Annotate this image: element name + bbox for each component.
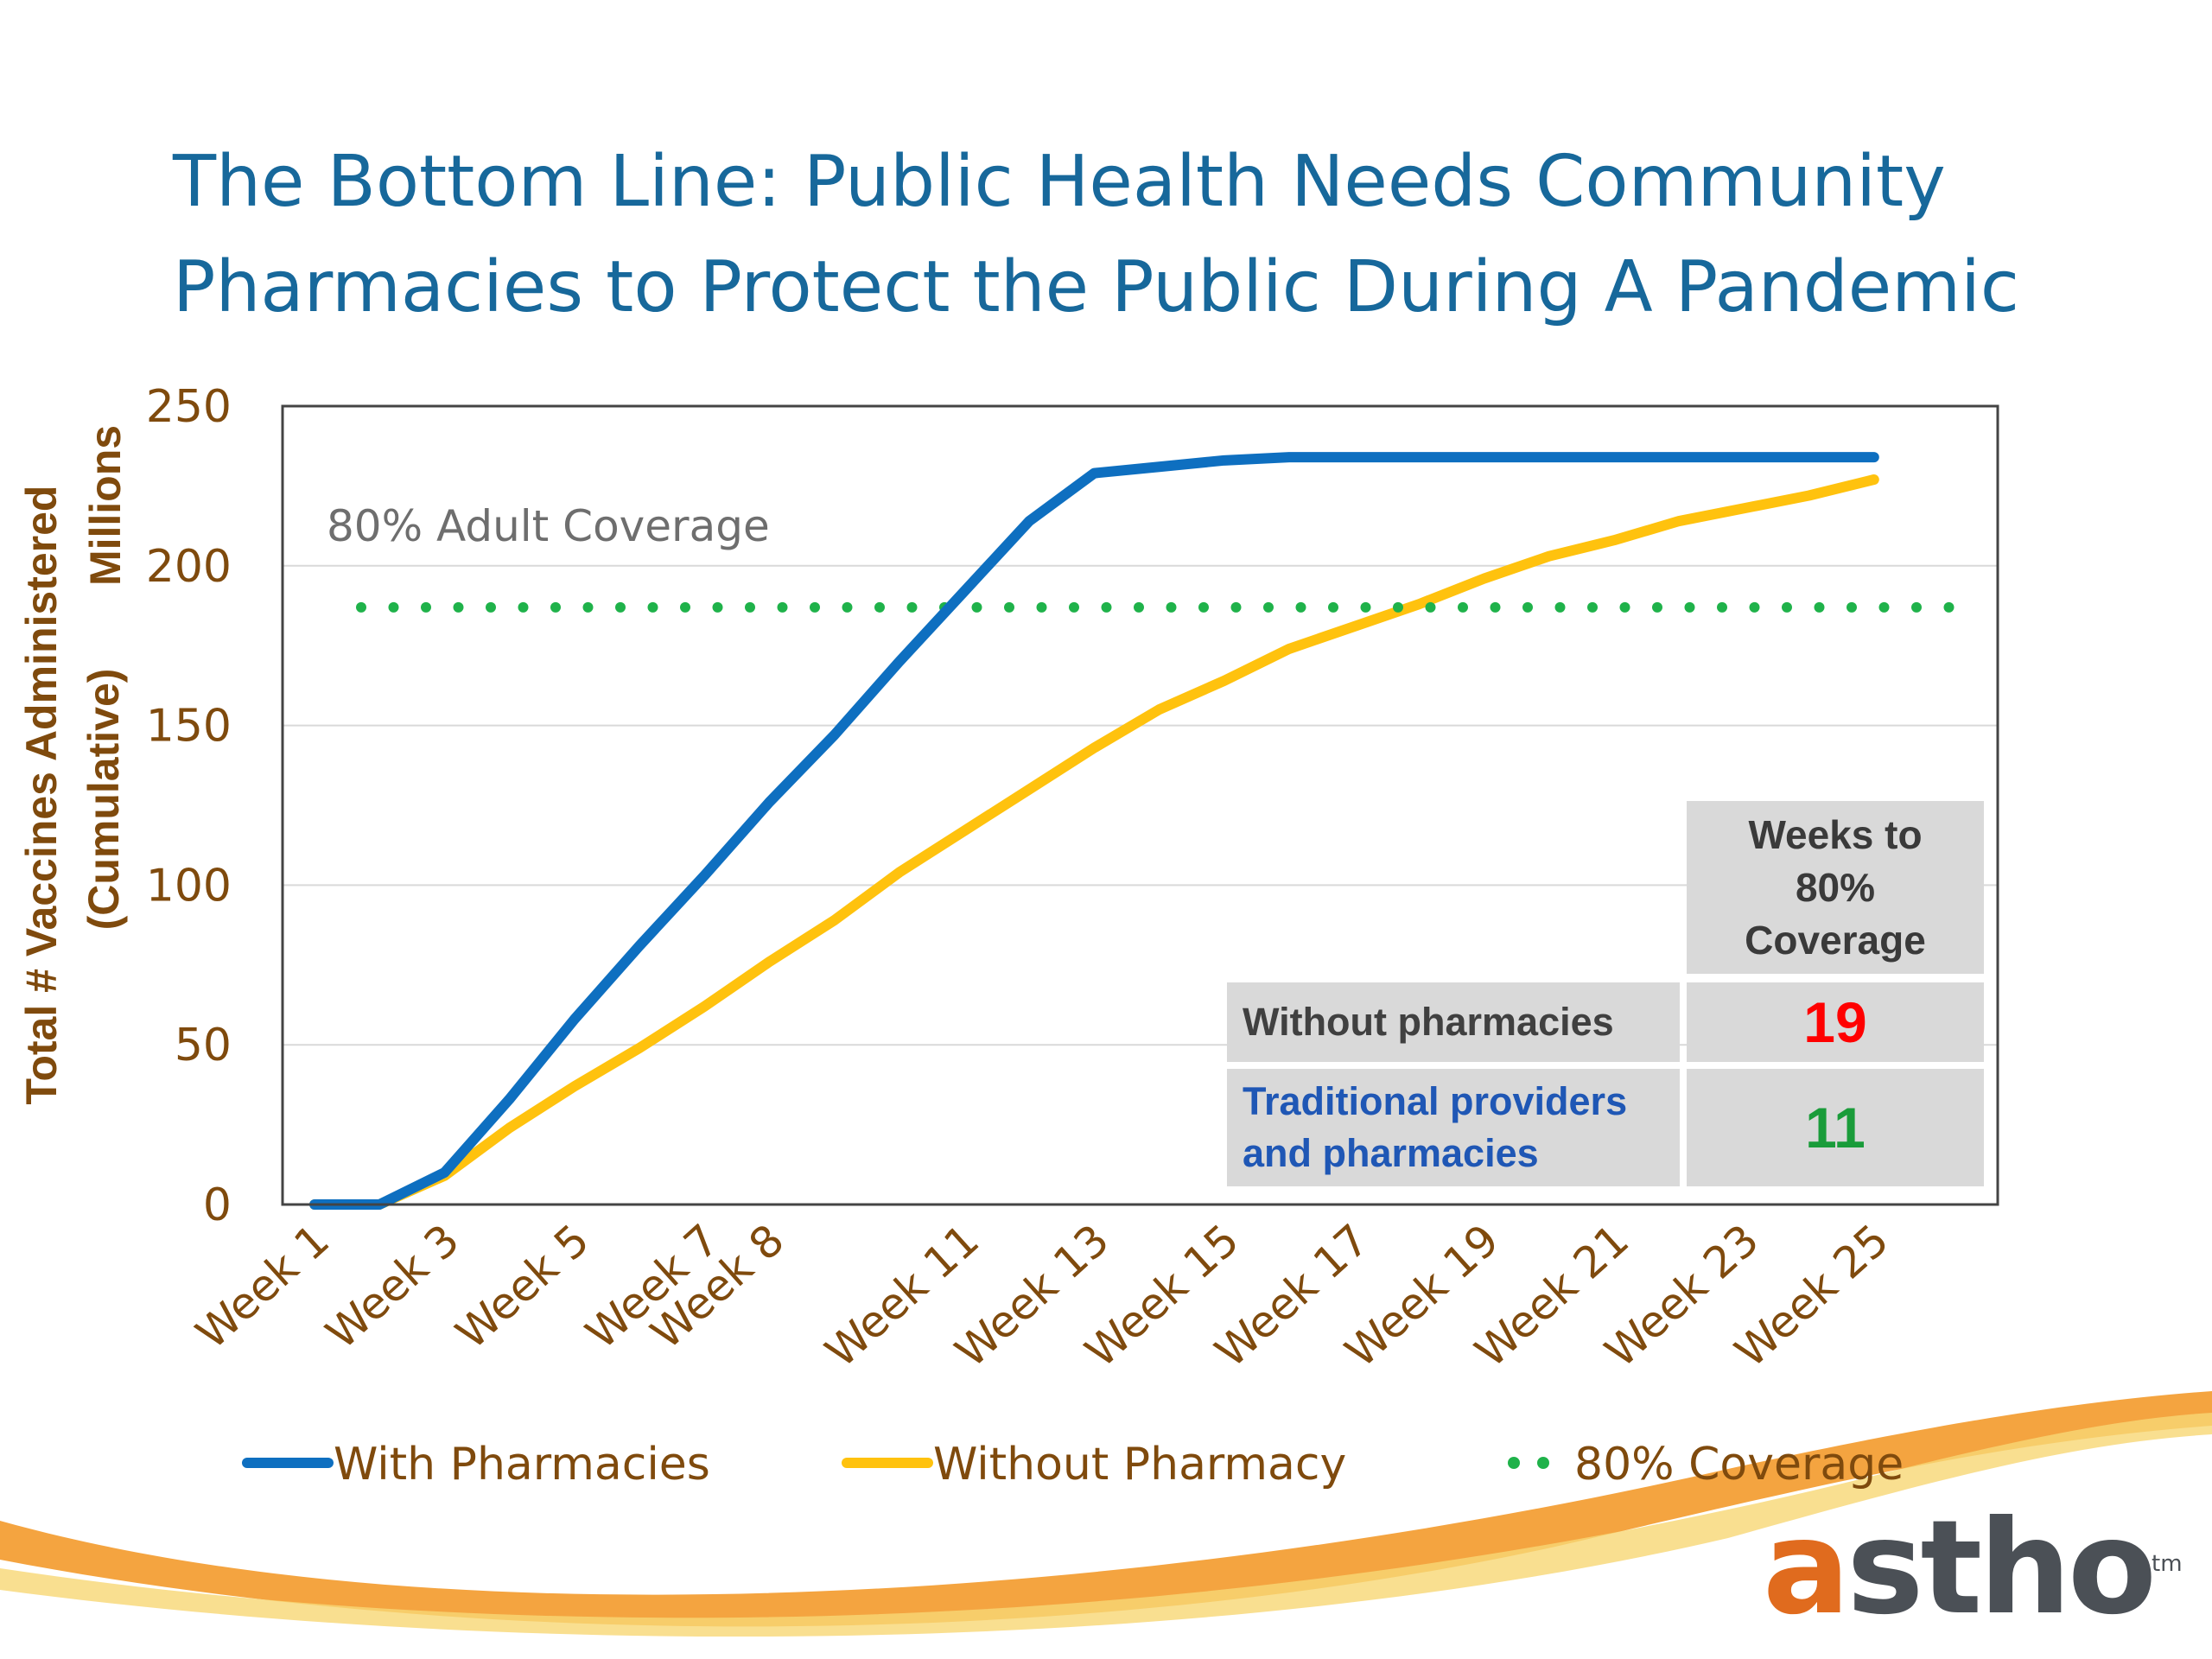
coverage-dot [1619, 601, 1630, 613]
astho-logo: astho [1763, 1503, 2157, 1633]
title-line-1: The Bottom Line: Public Health Needs Com… [173, 141, 1946, 223]
slide-title: The Bottom Line: Public Health Needs Com… [173, 130, 2126, 340]
coverage-dot [874, 601, 885, 613]
coverage-dot [615, 601, 626, 613]
y-tick-label: 100 [146, 860, 232, 912]
coverage-dot [1004, 601, 1014, 613]
table-row-label: Without pharmacies [1227, 982, 1680, 1062]
series-group [309, 452, 1955, 1210]
coverage-dot [421, 601, 431, 613]
table-row-value: 19 [1687, 982, 1984, 1062]
series-with-pharmacies [309, 452, 1879, 1210]
coverage-dot [906, 601, 918, 613]
coverage-dot [1101, 601, 1112, 613]
legend-label: 80% Coverage [1574, 1439, 1904, 1491]
title-line-2: Pharmacies to Protect the Public During … [173, 246, 2020, 328]
coverage-dot [1263, 601, 1274, 613]
x-tick-label: Week 3 [316, 1215, 468, 1359]
y-tick-label: 200 [146, 541, 232, 593]
swoosh-yellow [0, 1413, 2212, 1637]
coverage-dot [1490, 601, 1501, 613]
coverage-dot [745, 601, 755, 613]
coverage-dot [777, 601, 788, 613]
table-header: Weeks to 80% Coverage [1687, 801, 1984, 974]
trademark-mark: tm [2152, 1551, 2183, 1577]
table-row-label-text: Traditional providers and pharmacies [1243, 1079, 1628, 1175]
coverage-dot [1458, 601, 1468, 613]
x-tick-label: Week 5 [447, 1215, 599, 1359]
coverage-dot [971, 601, 982, 613]
coverage-dot [1587, 601, 1598, 613]
table-row-value: 11 [1687, 1069, 1984, 1186]
legend-item-coverage: 80% Coverage [1574, 1434, 1904, 1495]
y-tick-label: 150 [146, 701, 232, 753]
legend-marker-coverage-dot [1537, 1457, 1549, 1469]
logo-letters: stho [1847, 1493, 2157, 1643]
x-tick-label: Week 1 [187, 1215, 339, 1359]
logo-letter-a: a [1763, 1493, 1850, 1643]
coverage-dot [1717, 601, 1727, 613]
coverage-dot [1554, 601, 1566, 613]
coverage-dot [388, 601, 399, 613]
coverage-dot [842, 601, 853, 613]
legend-marker-coverage-dot [1508, 1457, 1520, 1469]
coverage-dot [1782, 601, 1792, 613]
y-axis-unit: Millions [81, 424, 130, 587]
coverage-dot [1230, 601, 1242, 613]
plot-frame [281, 404, 1999, 1206]
y-tick-label: 50 [175, 1020, 232, 1071]
coverage-dot [1134, 601, 1144, 613]
y-axis-title-line-1: Total # Vaccines Administered [17, 485, 66, 1105]
coverage-dot [550, 601, 561, 613]
coverage-dot [810, 601, 820, 613]
coverage-dot [1847, 601, 1857, 613]
legend-label: With Pharmacies [334, 1439, 710, 1491]
table-row-label: Traditional providers and pharmacies [1227, 1069, 1680, 1186]
coverage-dot [1166, 601, 1177, 613]
y-tick-label: 0 [203, 1179, 232, 1231]
series-80-coverage [356, 601, 1955, 613]
coverage-dot [647, 601, 658, 613]
coverage-dot [1943, 601, 1955, 613]
coverage-dot [518, 601, 529, 613]
coverage-dot [356, 601, 366, 613]
coverage-dot [1684, 601, 1695, 613]
coverage-dot [1911, 601, 1922, 613]
legend-item-with-pharmacies: With Pharmacies [334, 1434, 710, 1495]
decorative-swoosh [0, 1391, 2212, 1637]
series-without-pharmacy [309, 474, 1879, 1210]
coverage-annotation: 80% Adult Coverage [327, 501, 770, 551]
coverage-dot [1425, 601, 1436, 613]
coverage-dot [1328, 601, 1338, 613]
legend-markers [242, 1457, 1549, 1469]
coverage-dot [712, 601, 723, 613]
coverage-dot [1814, 601, 1825, 613]
coverage-dot [680, 601, 690, 613]
coverage-dot [1749, 601, 1760, 613]
table-header-text: Weeks to 80% Coverage [1745, 811, 1926, 963]
coverage-dot [1198, 601, 1209, 613]
coverage-dot [1652, 601, 1662, 613]
coverage-dot [486, 601, 496, 613]
coverage-dot [453, 601, 464, 613]
coverage-dot [1360, 601, 1371, 613]
y-axis-title-line-2: (Cumulative) [79, 668, 128, 931]
coverage-dot [1522, 601, 1533, 613]
coverage-dot [1069, 601, 1079, 613]
coverage-dot [1295, 601, 1306, 613]
coverage-dot [1878, 601, 1890, 613]
y-tick-label: 250 [146, 381, 232, 433]
legend-label: Without Pharmacy [933, 1439, 1347, 1491]
y-tick-labels: 0 50 100 150 200 250 [146, 381, 232, 1231]
swoosh-orange [0, 1391, 2212, 1627]
legend-item-without-pharmacy: Without Pharmacy [933, 1434, 1346, 1495]
coverage-dot [1036, 601, 1047, 613]
coverage-dot [1393, 601, 1403, 613]
coverage-dot [582, 601, 594, 613]
